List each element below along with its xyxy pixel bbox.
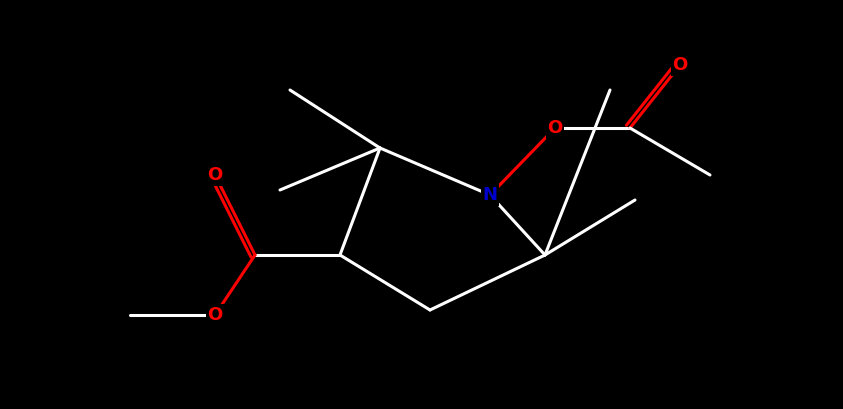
Text: N: N: [482, 186, 497, 204]
Text: O: O: [207, 306, 223, 324]
Text: O: O: [673, 56, 688, 74]
Text: O: O: [547, 119, 562, 137]
Text: O: O: [207, 166, 223, 184]
